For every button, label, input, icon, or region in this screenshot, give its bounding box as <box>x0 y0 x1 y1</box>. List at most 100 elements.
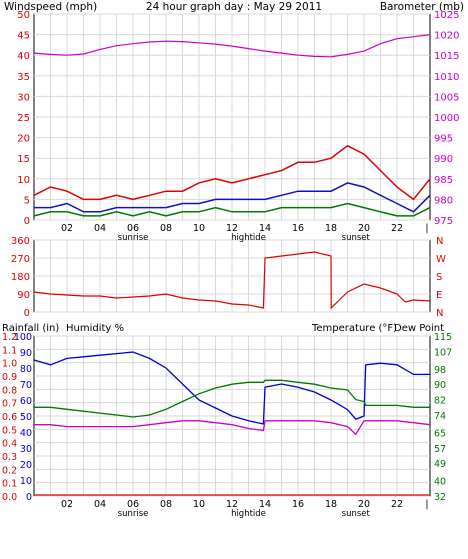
barometer-tick-label: 1025 <box>434 10 459 21</box>
x-tick-label: 04 <box>94 499 106 510</box>
rain-tick-label: 0.2 <box>2 465 17 476</box>
temperature-tick-label: 65 <box>434 428 446 439</box>
wind-tick-label: 20 <box>17 134 30 145</box>
rain-tick-label: 0.3 <box>2 452 17 463</box>
humidity-tick-label: 90 <box>20 348 32 359</box>
x-tick-label: | <box>425 223 428 234</box>
wind-tick-label: 35 <box>17 72 30 83</box>
compass-letter: S <box>436 272 442 283</box>
x-tick-label: 16 <box>292 499 304 510</box>
wind-tick-label: 50 <box>17 10 30 21</box>
x-tick-label: 14 <box>259 223 271 234</box>
rain-tick-label: 0.4 <box>2 439 17 450</box>
barometer-tick-label: 990 <box>434 154 453 165</box>
barometer-tick-label: 995 <box>434 134 453 145</box>
x-tick-label: 12 <box>226 499 238 510</box>
windspeed-axis-label: Windspeed (mph) <box>4 1 97 13</box>
series-layer <box>33 34 431 496</box>
rainfall-axis-label: Rainfall (in) <box>2 323 59 334</box>
humidity-tick-label: 10 <box>20 476 32 487</box>
dewpoint-axis-label: Dew Point <box>394 323 444 334</box>
direction-series-line-0 <box>33 251 431 310</box>
rain-tick-label: 0.9 <box>2 372 17 383</box>
x-tick-label: 12 <box>226 223 238 234</box>
x-tick-label: 04 <box>94 223 106 234</box>
temperature-tick-label: 115 <box>434 332 452 343</box>
rain-tick-label: 1.2 <box>2 332 17 343</box>
compass-letter: E <box>436 290 442 301</box>
x-tick-label: 10 <box>193 499 205 510</box>
grid-layer <box>34 13 430 497</box>
barometer-axis-label: Barometer (mb) <box>380 1 464 13</box>
x-tick-label: 16 <box>292 223 304 234</box>
barometer-tick-label: 1000 <box>434 113 459 124</box>
wind-tick-label: 5 <box>24 195 30 206</box>
x-tick-label: 22 <box>391 499 403 510</box>
humidity-tick-label: 100 <box>14 332 32 343</box>
humidity-tick-label: 60 <box>20 396 32 407</box>
wind-tick-label: 30 <box>17 92 30 103</box>
temperature-tick-label: 74 <box>434 411 446 422</box>
compass-letter: N <box>436 308 443 319</box>
x-tick-label: 22 <box>391 223 403 234</box>
compass-letter: N <box>436 236 443 247</box>
humidity-tick-label: 80 <box>20 364 32 375</box>
x-event-label: sunrise <box>118 509 149 519</box>
axis-layer: 02 04 06 08 10 12 14 16 18 20 22 sunrise hightide sun… <box>2 10 459 519</box>
rain-tick-label: 0.0 <box>2 492 17 503</box>
wind-series-line-0 <box>33 34 431 58</box>
climate-series-line-2 <box>34 420 431 436</box>
x-event-label: sunset <box>342 233 371 243</box>
barometer-tick-label: 1015 <box>434 51 459 62</box>
wind-series-line-2 <box>34 182 431 213</box>
barometer-tick-label: 985 <box>434 175 453 186</box>
temperature-tick-label: 98 <box>434 365 446 376</box>
humidity-tick-label: 0 <box>26 492 32 503</box>
temperature-tick-label: 40 <box>434 477 446 488</box>
direction-tick-label: 90 <box>17 290 30 301</box>
humidity-tick-label: 20 <box>20 460 32 471</box>
compass-letter: W <box>436 254 446 265</box>
x-tick-label: 06 <box>127 499 139 510</box>
wind-tick-label: 40 <box>17 51 30 62</box>
rain-tick-label: 1.1 <box>2 345 17 356</box>
temperature-tick-label: 90 <box>434 380 446 391</box>
x-event-label: hightide <box>231 509 266 519</box>
x-tick-label: 02 <box>61 499 73 510</box>
wind-tick-label: 0 <box>24 216 30 227</box>
wind-tick-label: 25 <box>17 113 30 124</box>
x-tick-label: 14 <box>259 499 271 510</box>
humidity-tick-label: 50 <box>20 412 32 423</box>
humidity-tick-label: 30 <box>20 444 32 455</box>
x-tick-label: 08 <box>160 499 172 510</box>
climate-series-line-0 <box>33 351 430 425</box>
climate-series-line-1 <box>34 379 430 418</box>
direction-tick-label: 360 <box>11 236 30 247</box>
rain-tick-label: 0.1 <box>2 479 17 490</box>
wind-series-line-1 <box>33 144 431 201</box>
temperature-tick-label: 82 <box>434 396 446 407</box>
x-tick-label: 02 <box>61 223 73 234</box>
barometer-tick-label: 1005 <box>434 92 459 103</box>
temperature-tick-label: 49 <box>434 459 446 470</box>
wind-tick-label: 10 <box>17 175 30 186</box>
chart-title: 24 hour graph day : May 29 2011 <box>146 1 322 13</box>
temperature-tick-label: 57 <box>434 444 446 455</box>
barometer-tick-label: 1010 <box>434 72 459 83</box>
humidity-tick-label: 70 <box>20 380 32 391</box>
humidity-tick-label: 40 <box>20 428 32 439</box>
temperature-axis-label: Temperature (°F) <box>311 323 397 334</box>
x-tick-label: 08 <box>160 223 172 234</box>
barometer-tick-label: 980 <box>434 195 453 206</box>
wind-tick-label: 45 <box>17 31 30 42</box>
x-tick-label: 20 <box>358 223 370 234</box>
direction-tick-label: 270 <box>11 254 30 265</box>
rain-tick-label: 0.6 <box>2 412 17 423</box>
wind-series-line-3 <box>33 202 431 217</box>
humidity-axis-label: Humidity % <box>66 323 124 334</box>
rain-tick-label: 0.5 <box>2 425 17 436</box>
x-tick-label: 18 <box>325 223 337 234</box>
x-tick-label: 20 <box>358 499 370 510</box>
barometer-tick-label: 975 <box>434 216 453 227</box>
